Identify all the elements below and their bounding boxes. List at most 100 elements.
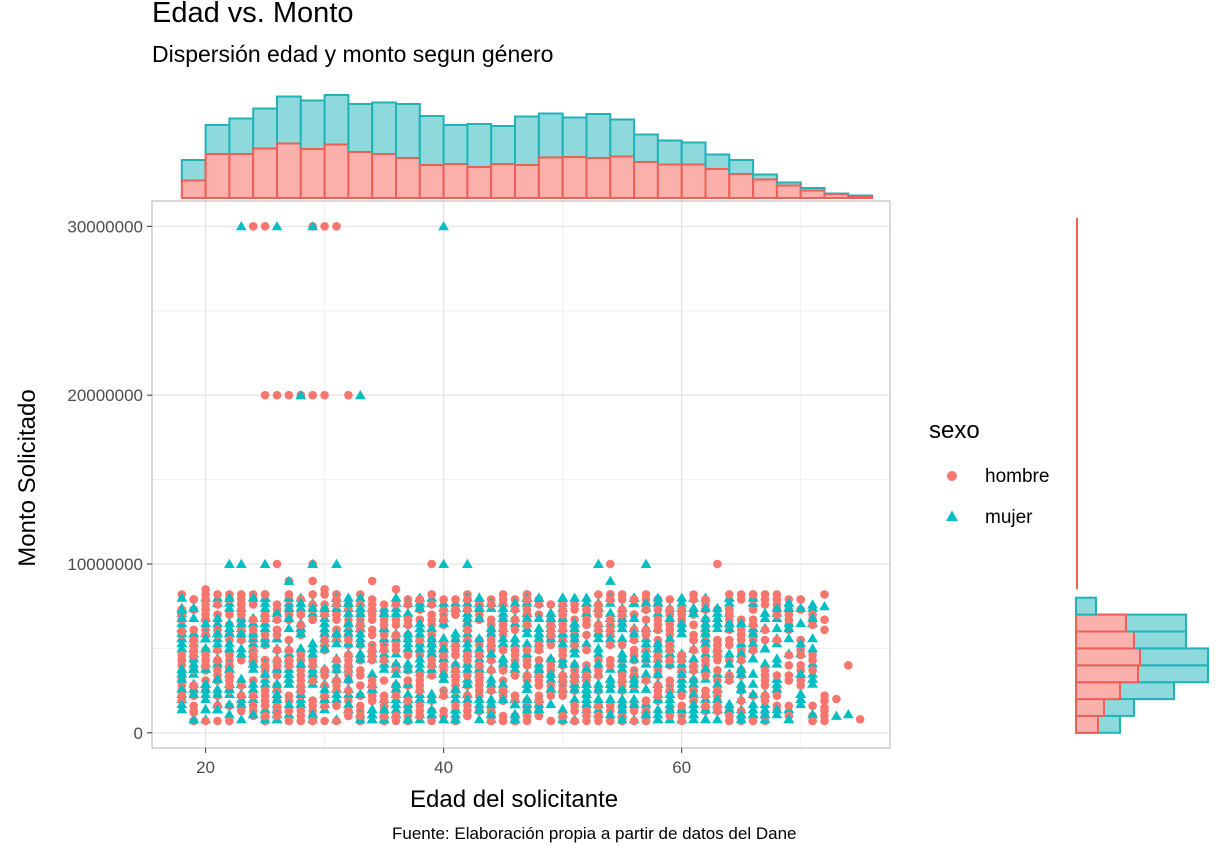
- scatter-point-mujer: [700, 638, 711, 648]
- scatter-point-hombre: [736, 655, 746, 665]
- scatter-point-mujer: [438, 714, 449, 724]
- scatter-point-hombre: [772, 691, 782, 700]
- scatter-point-hombre: [320, 691, 329, 700]
- scatter-point-mujer: [616, 704, 628, 714]
- scatter-point-hombre: [677, 691, 686, 700]
- scatter-point-hombre: [701, 691, 710, 700]
- scatter-point-mujer: [795, 698, 807, 709]
- marginal-x-bar-mujer: [585, 113, 612, 159]
- scatter-point-hombre: [606, 615, 615, 624]
- marginal-x-bar-mujer: [252, 107, 278, 150]
- scatter-point-hombre: [808, 655, 817, 665]
- scatter-point-hombre: [617, 640, 627, 650]
- scatter-point-mujer: [212, 683, 223, 693]
- scatter-point-mujer: [664, 693, 676, 703]
- scatter-point-mujer: [402, 704, 414, 714]
- scatter-point-hombre: [367, 630, 377, 640]
- scatter-point-mujer: [771, 709, 783, 719]
- scatter-point-mujer: [747, 653, 759, 663]
- scatter-point-hombre: [403, 676, 413, 685]
- scatter-point-hombre: [641, 615, 651, 624]
- scatter-point-hombre: [248, 701, 258, 711]
- scatter-point-mujer: [331, 688, 342, 698]
- scatter-point-hombre: [582, 630, 591, 640]
- scatter-point-mujer: [224, 628, 235, 638]
- chart-title: Edad vs. Monto: [152, 0, 354, 29]
- scatter-point-mujer: [212, 688, 223, 698]
- scatter-point-hombre: [403, 650, 413, 660]
- scatter-point-mujer: [807, 612, 818, 622]
- scatter-point-hombre: [284, 635, 294, 645]
- scatter-point-mujer: [259, 558, 271, 568]
- scatter-point-mujer: [295, 597, 307, 607]
- scatter-point-mujer: [414, 628, 426, 638]
- scatter-point-mujer: [319, 617, 330, 628]
- marginal-x-bar-mujer: [633, 133, 659, 163]
- scatter-point-mujer: [747, 628, 759, 638]
- scatter-point-hombre: [296, 686, 306, 695]
- marginal-x-bar-mujer: [228, 117, 255, 155]
- scatter-point-hombre: [344, 706, 353, 716]
- scatter-point-mujer: [235, 558, 247, 568]
- scatter-point-mujer: [414, 622, 426, 633]
- marginal-x-bar-hombre: [823, 193, 850, 199]
- scatter-point-hombre: [177, 627, 187, 636]
- scatter-point-hombre: [629, 635, 639, 645]
- scatter-point-hombre: [308, 615, 318, 624]
- scatter-point-mujer: [723, 622, 735, 633]
- scatter-point-hombre: [284, 645, 294, 655]
- scatter-point-mujer: [462, 663, 473, 673]
- scatter-point-hombre: [403, 600, 413, 609]
- scatter-point-hombre: [189, 625, 198, 635]
- scatter-point-hombre: [641, 696, 651, 705]
- scatter-point-hombre: [284, 691, 294, 700]
- scatter-point-mujer: [735, 678, 747, 688]
- marginal-x-bar-hombre: [704, 168, 731, 199]
- marginal-x-bar-mujer: [347, 103, 374, 153]
- marginal-x-bar-mujer: [561, 116, 588, 158]
- scatter-point-mujer: [176, 668, 188, 678]
- scatter-point-hombre: [415, 671, 425, 680]
- scatter-point-mujer: [628, 698, 640, 709]
- scatter-point-mujer: [700, 602, 711, 612]
- scatter-point-mujer: [688, 678, 699, 688]
- scatter-point-mujer: [450, 658, 461, 668]
- scatter-point-hombre: [820, 691, 829, 700]
- scatter-point-mujer: [462, 678, 473, 688]
- marginal-x-bar-hombre: [585, 157, 612, 199]
- scatter-point-hombre: [284, 706, 294, 716]
- scatter-point-mujer: [319, 602, 330, 612]
- scatter-point-hombre: [356, 681, 365, 690]
- scatter-point-hombre: [546, 691, 556, 700]
- scatter-point-hombre: [546, 661, 556, 670]
- scatter-point-mujer: [628, 653, 640, 663]
- x-tick-label: 40: [434, 758, 453, 777]
- scatter-point-mujer: [640, 648, 652, 658]
- legend-triangle-icon: [946, 510, 958, 521]
- scatter-point-mujer: [473, 633, 485, 643]
- scatter-point-hombre: [475, 671, 484, 680]
- scatter-point-mujer: [473, 602, 485, 612]
- scatter-point-hombre: [439, 605, 448, 614]
- scatter-point-hombre: [237, 610, 246, 619]
- scatter-point-mujer: [569, 683, 580, 693]
- scatter-point-mujer: [604, 673, 616, 683]
- scatter-point-hombre: [379, 711, 389, 721]
- scatter-point-hombre: [367, 650, 377, 660]
- scatter-point-mujer: [271, 693, 283, 703]
- scatter-point-mujer: [795, 693, 807, 703]
- scatter-point-hombre: [641, 625, 651, 635]
- scatter-point-hombre: [248, 615, 258, 624]
- scatter-point-mujer: [402, 633, 414, 643]
- scatter-point-mujer: [259, 602, 271, 612]
- scatter-point-hombre: [260, 390, 270, 400]
- scatter-point-mujer: [414, 653, 426, 663]
- scatter-point-hombre: [427, 661, 437, 670]
- scatter-point-mujer: [581, 698, 592, 709]
- scatter-point-mujer: [664, 612, 676, 622]
- scatter-point-hombre: [665, 655, 675, 665]
- scatter-point-mujer: [438, 221, 449, 231]
- scatter-point-hombre: [582, 671, 591, 680]
- scatter-point-hombre: [332, 222, 341, 231]
- scatter-point-mujer: [402, 638, 414, 648]
